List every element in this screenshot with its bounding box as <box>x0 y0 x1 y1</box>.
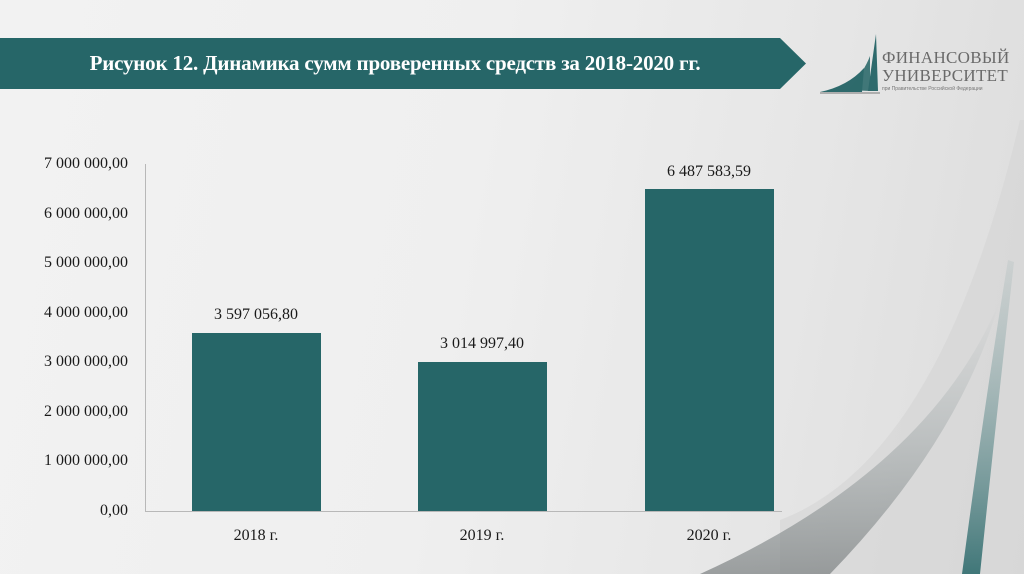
bar-value-label: 6 487 583,59 <box>667 163 751 180</box>
y-tick-label: 6 000 000,00 <box>44 204 128 222</box>
y-tick-label: 5 000 000,00 <box>44 254 128 272</box>
bar-2018 <box>192 332 321 511</box>
logo-sail-icon <box>820 34 880 94</box>
bar-value-label: 3 014 997,40 <box>440 335 524 352</box>
y-tick-label: 2 000 000,00 <box>44 402 128 420</box>
bar-2019 <box>418 361 547 511</box>
bar-value-label: 3 597 056,80 <box>214 306 298 323</box>
y-tick-label: 4 000 000,00 <box>44 303 128 321</box>
bar-2020 <box>645 189 774 511</box>
y-tick-label: 0,00 <box>100 502 128 519</box>
logo-line2: УНИВЕРСИТЕТ <box>882 66 1009 85</box>
x-category-label: 2020 г. <box>686 527 732 544</box>
y-tick-label: 7 000 000,00 <box>44 155 128 172</box>
y-tick-label: 3 000 000,00 <box>44 353 128 371</box>
x-axis-line <box>145 511 782 512</box>
y-tick-label: 1 000 000,00 <box>44 452 128 470</box>
logo-line1: ФИНАНСОВЫЙ <box>882 48 1010 67</box>
slide-title: Рисунок 12. Динамика сумм проверенных ср… <box>89 51 701 75</box>
university-logo: ФИНАНСОВЫЙ УНИВЕРСИТЕТ при Правительстве… <box>818 28 1018 108</box>
title-banner <box>0 38 806 89</box>
y-axis-line <box>145 164 146 511</box>
logo-subtitle: при Правительстве Российской Федерации <box>882 86 983 92</box>
x-category-label: 2018 г. <box>233 527 279 544</box>
x-category-label: 2019 г. <box>459 527 505 544</box>
